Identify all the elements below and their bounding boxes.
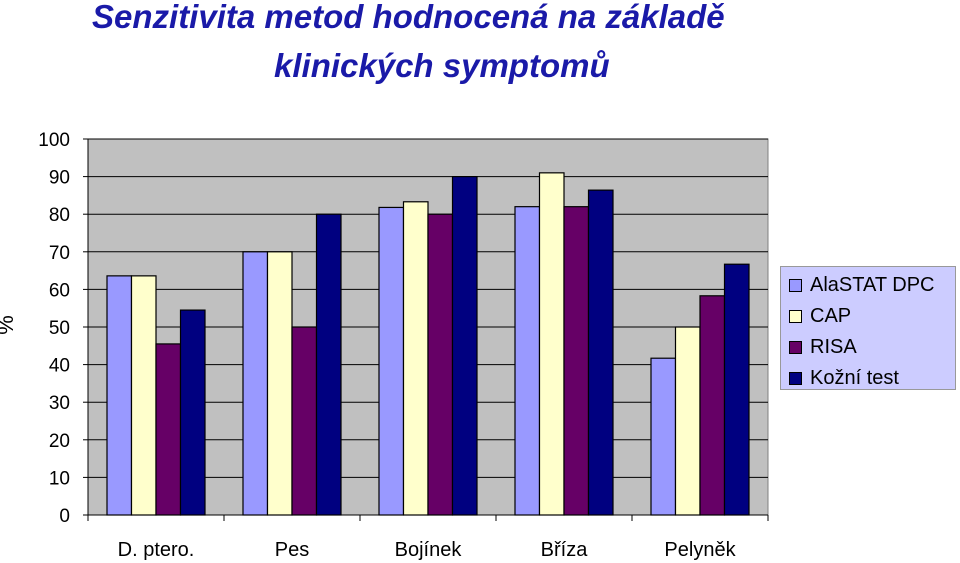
bar — [402, 201, 429, 516]
y-tick-label: 50 — [49, 318, 70, 339]
y-tick-label: 90 — [49, 168, 70, 189]
chart-title-line2: klinických symptomů — [274, 47, 610, 84]
bar — [451, 176, 478, 516]
y-tick-label: 80 — [49, 205, 70, 226]
y-tick-label: 30 — [49, 393, 70, 414]
legend-label: AlaSTAT DPC — [810, 273, 935, 296]
legend-swatch — [789, 278, 802, 292]
x-tick-label: Pelyněk — [664, 539, 736, 561]
x-tick-label: Bojínek — [395, 539, 463, 561]
bar — [563, 206, 590, 516]
y-tick-label: 60 — [49, 280, 70, 301]
chart-title-line1: Senzitivita metod hodnocená na základě — [92, 0, 725, 35]
bar — [587, 189, 614, 516]
legend-item: CAP — [789, 303, 851, 329]
bar — [427, 213, 454, 516]
bar — [242, 251, 269, 516]
bar — [723, 263, 750, 516]
legend-item: AlaSTAT DPC — [789, 272, 934, 298]
y-tick-label: 0 — [59, 506, 70, 527]
legend-swatch — [789, 309, 802, 323]
y-tick-label: 100 — [38, 130, 70, 151]
y-tick-label: 70 — [49, 243, 70, 264]
bar — [179, 309, 206, 516]
legend-swatch — [789, 371, 802, 385]
legend-swatch — [789, 340, 802, 354]
legend-label: Kožní test — [810, 366, 899, 389]
legend: AlaSTAT DPC CAP RISA Kožní test — [780, 266, 956, 390]
x-tick-label: Pes — [275, 539, 309, 561]
bar — [106, 275, 133, 516]
bar — [378, 206, 405, 516]
bar — [674, 326, 701, 516]
bar — [650, 357, 677, 516]
bar — [155, 343, 182, 516]
y-tick-label: 20 — [49, 431, 70, 452]
x-tick-label: D. ptero. — [118, 539, 195, 561]
bar — [699, 295, 726, 516]
bar — [130, 275, 157, 516]
legend-label: RISA — [810, 335, 857, 358]
bar — [514, 206, 541, 516]
legend-item: RISA — [789, 334, 857, 360]
legend-item: Kožní test — [789, 365, 899, 391]
bar — [538, 172, 565, 516]
bar — [315, 213, 342, 516]
bar — [291, 326, 318, 516]
y-tick-label: 40 — [49, 356, 70, 377]
x-tick-label: Bříza — [541, 539, 589, 561]
bar — [266, 251, 293, 516]
y-tick-label: 10 — [49, 468, 70, 489]
legend-label: CAP — [810, 304, 852, 327]
